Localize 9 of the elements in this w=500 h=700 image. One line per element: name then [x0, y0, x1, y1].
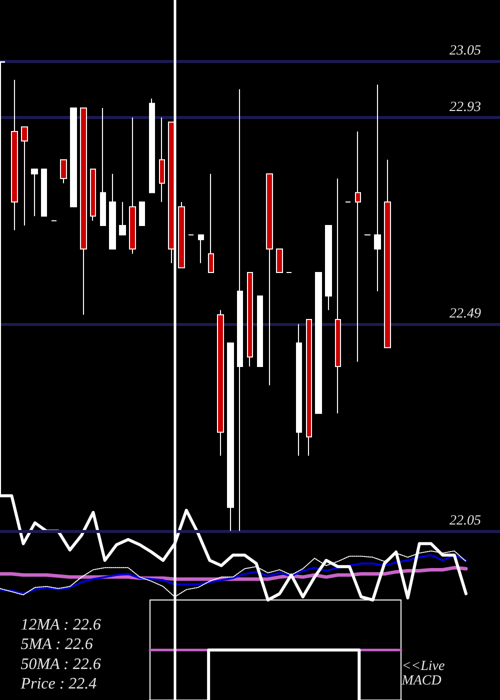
y-tick-label: 23.05 — [450, 44, 481, 59]
y-tick-label: 22.93 — [450, 100, 481, 115]
annotation: Price : 22.4 — [20, 676, 97, 692]
annotation: 5MA : 22.6 — [20, 636, 93, 654]
annotation: 50MA : 22.6 — [20, 656, 101, 674]
y-tick-label: 22.49 — [450, 306, 481, 322]
y-tick-label: 22.05 — [450, 513, 481, 528]
annotation: 12MA : 22.6 — [20, 616, 101, 634]
annotation: <<Live MACD — [400, 658, 448, 688]
